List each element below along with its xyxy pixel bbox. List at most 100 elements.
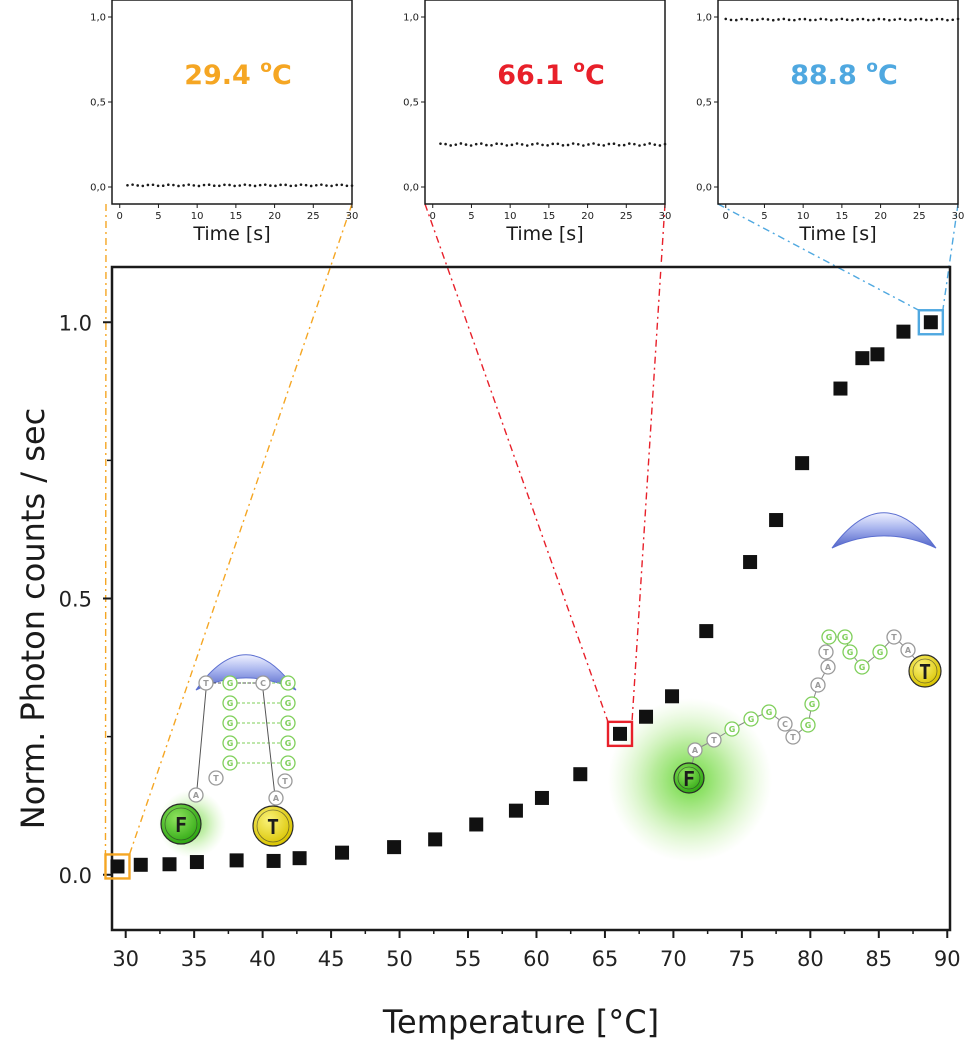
base-letter: G	[805, 721, 812, 730]
base-circle	[222, 735, 238, 751]
inset-trace-point	[350, 184, 354, 187]
dna-base: G	[280, 675, 296, 691]
inset-trace-point	[803, 17, 807, 21]
dna-base: G	[222, 715, 238, 731]
inset-trace-point	[787, 18, 791, 22]
inset-trace-point	[935, 17, 939, 21]
inset-trace-point	[861, 17, 865, 21]
inset-x-axis-title: Time [s]	[505, 223, 583, 245]
inset-trace-point	[903, 18, 907, 21]
inset-trace-point	[202, 183, 206, 187]
dna-base: G	[842, 644, 858, 660]
data-point	[266, 853, 281, 868]
inset-trace-point	[444, 142, 447, 146]
inset-trace-point	[824, 18, 828, 21]
inset-trace-point	[658, 144, 662, 147]
green-fluorophore-icon-ring	[164, 807, 198, 841]
y-tick-label: 0.0	[59, 864, 92, 888]
inset-trace-point	[269, 184, 272, 187]
base-circle	[280, 695, 296, 711]
inset-trace-point	[525, 144, 529, 147]
inset-x-axis-title: Time [s]	[798, 223, 876, 245]
green-fluorophore-icon-letter: F	[683, 767, 695, 791]
inset-trace-point	[930, 18, 933, 22]
green-fluorophore-icon	[160, 803, 202, 845]
inset-y-tick-label: 1,0	[90, 13, 106, 24]
inset-x-tick-label: 5	[761, 211, 767, 222]
inset-trace-point	[141, 184, 145, 188]
base-letter: G	[285, 719, 292, 728]
base-circle	[277, 773, 293, 789]
base-letter: T	[282, 777, 288, 786]
inset-frame	[424, 0, 666, 205]
inset-x-tick-label: 15	[230, 211, 243, 222]
inset-trace-point	[192, 184, 196, 187]
inset-trace-point	[449, 144, 452, 147]
dna-base: G	[280, 735, 296, 751]
inset-trace-point	[459, 142, 463, 145]
inset-trace-point	[940, 17, 944, 21]
base-letter: G	[826, 633, 833, 642]
inset-trace-point	[238, 184, 242, 187]
inset-trace-point	[835, 18, 838, 21]
inset-trace-point	[724, 17, 728, 21]
dna-base: T	[208, 770, 224, 786]
inset-trace-point	[851, 18, 854, 22]
base-circle	[810, 677, 826, 693]
base-letter: G	[285, 679, 292, 688]
dna-base: G	[222, 735, 238, 751]
inset-y-tick-label: 0,5	[90, 98, 106, 109]
base-circle	[280, 675, 296, 691]
degree-sign: o	[573, 57, 585, 77]
inset-trace-point	[228, 183, 231, 187]
inset-trace-point	[663, 142, 667, 146]
inset-trace-point	[566, 143, 570, 147]
base-circle	[777, 716, 793, 732]
inset-trace-point	[279, 183, 282, 187]
inset-trace-point	[898, 17, 902, 21]
dna-base: A	[820, 659, 836, 675]
inset-trace-point	[289, 184, 293, 188]
inset-x-tick-label: 10	[797, 211, 810, 222]
inset-trace-point	[541, 143, 544, 147]
green-fluorophore-icon-ring	[677, 766, 701, 790]
inset-trace-point	[866, 18, 870, 22]
inset-x-tick-label: 30	[952, 211, 965, 222]
inset-trace-point	[793, 18, 796, 22]
base-letter: G	[842, 633, 849, 642]
base-circle	[837, 629, 853, 645]
base-circle	[854, 659, 870, 675]
inset-trace-point	[766, 18, 770, 21]
connector-line-left	[717, 203, 920, 311]
inset-x-tick-label: 25	[913, 211, 926, 222]
connector-line-right	[128, 203, 353, 855]
base-letter: G	[227, 759, 234, 768]
highlight-box	[104, 853, 131, 880]
data-point	[335, 845, 350, 860]
base-letter: C	[782, 720, 788, 729]
data-point	[110, 859, 125, 874]
inset-x-tick-label: 30	[346, 211, 359, 222]
base-circle	[818, 644, 834, 660]
inset-frame	[111, 0, 353, 205]
inset-trace-point	[914, 18, 918, 21]
base-letter: A	[905, 646, 912, 655]
inset-x-tick-label: 20	[268, 211, 281, 222]
base-circle	[821, 629, 837, 645]
inset-trace-point	[314, 183, 318, 187]
inset-trace-point	[187, 183, 191, 186]
base-circle	[198, 675, 214, 691]
inset-trace-point	[218, 184, 221, 188]
inset-x-tick-label: 5	[468, 211, 474, 222]
inset-x-tick-label: 10	[191, 211, 204, 222]
base-letter: G	[285, 739, 292, 748]
dna-base: G	[280, 695, 296, 711]
x-tick-label: 40	[249, 947, 276, 971]
y-tick-label: 1.0	[59, 311, 92, 335]
inset-trace-point	[490, 143, 493, 147]
inset-trace-point	[872, 18, 875, 22]
base-circle	[255, 675, 271, 691]
inset-trace-point	[830, 18, 833, 22]
